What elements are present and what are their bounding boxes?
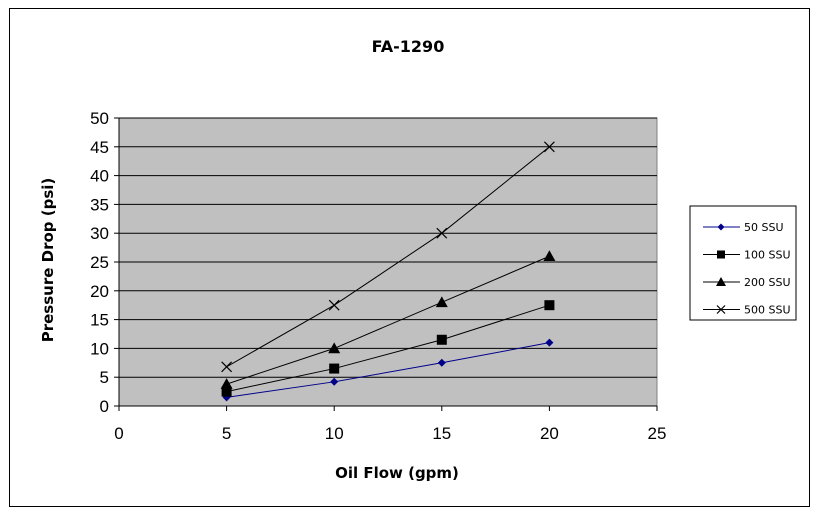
y-tick-label: 5 xyxy=(100,368,109,387)
series-line xyxy=(226,255,550,385)
legend-box xyxy=(689,205,797,321)
y-tick-label: 0 xyxy=(100,397,109,416)
legend-label: 100 SSU xyxy=(744,249,791,262)
data-point xyxy=(544,300,555,311)
legend-items: 50 SSU 100 SSU 200 SSU 500 SSU xyxy=(703,221,791,317)
x-tick-label: 20 xyxy=(540,424,559,443)
series-line xyxy=(226,342,550,398)
legend-item: 500 SSU xyxy=(703,304,791,317)
x-tick-label: 15 xyxy=(432,424,451,443)
data-point-stroke xyxy=(436,227,448,239)
y-tick-label: 25 xyxy=(90,253,109,272)
data-point xyxy=(330,377,339,386)
data-point xyxy=(221,386,232,397)
series-layer xyxy=(220,141,556,402)
data-point xyxy=(437,358,446,367)
data-point-stroke xyxy=(716,305,726,314)
legend-label: 50 SSU xyxy=(744,221,784,234)
data-point xyxy=(221,361,233,373)
y-axis-title: Pressure Drop (psi) xyxy=(39,178,57,343)
data-point xyxy=(545,338,554,347)
data-point xyxy=(436,334,447,345)
series-500-ssu xyxy=(221,141,555,373)
data-point xyxy=(717,250,725,259)
series-100-ssu xyxy=(221,300,555,397)
data-point xyxy=(220,378,233,389)
legend-label: 500 SSU xyxy=(744,304,791,317)
y-tick-label: 50 xyxy=(90,109,109,128)
legend-item: 200 SSU xyxy=(703,276,791,289)
chart-frame: FA-1290 0 5 10 15 20 25 30 35 40 45 50 0 5 10 15 20 25 … xyxy=(9,8,810,507)
data-point xyxy=(716,277,726,286)
data-point xyxy=(543,141,555,153)
series-line xyxy=(226,304,550,393)
y-tick-labels: 0 5 10 15 20 25 30 35 40 45 50 xyxy=(90,109,109,416)
data-point xyxy=(329,363,340,374)
x-axis-title: Oil Flow (gpm) xyxy=(335,464,459,482)
data-point xyxy=(717,223,725,231)
y-tick-label: 15 xyxy=(90,311,109,330)
data-point-stroke xyxy=(328,299,340,311)
series-line xyxy=(226,146,550,368)
y-tick-label: 10 xyxy=(90,339,109,358)
axes xyxy=(114,117,658,411)
data-point xyxy=(543,250,556,262)
data-point xyxy=(436,227,448,239)
legend: 50 SSU 100 SSU 200 SSU 500 SSU xyxy=(689,205,797,321)
data-point xyxy=(328,299,340,311)
data-point xyxy=(716,305,726,314)
x-tick-label: 0 xyxy=(114,424,123,443)
series-200-ssu xyxy=(220,250,556,389)
data-point-stroke xyxy=(221,361,233,373)
y-tick-label: 35 xyxy=(90,195,109,214)
legend-item: 50 SSU xyxy=(703,221,784,234)
x-tick-label: 10 xyxy=(325,424,344,443)
y-tick-label: 40 xyxy=(90,167,109,186)
x-tick-label: 25 xyxy=(648,424,667,443)
data-point xyxy=(328,342,341,354)
chart-title: FA-1290 xyxy=(372,37,445,56)
y-tick-label: 20 xyxy=(90,282,109,301)
grid-lines xyxy=(119,117,657,378)
y-tick-label: 45 xyxy=(90,138,109,157)
data-point xyxy=(435,296,448,308)
data-point-stroke xyxy=(543,141,555,153)
x-tick-label: 5 xyxy=(222,424,231,443)
legend-item: 100 SSU xyxy=(703,249,791,262)
y-tick-label: 30 xyxy=(90,224,109,243)
x-tick-labels: 0 5 10 15 20 25 xyxy=(114,424,666,443)
legend-label: 200 SSU xyxy=(744,276,791,289)
